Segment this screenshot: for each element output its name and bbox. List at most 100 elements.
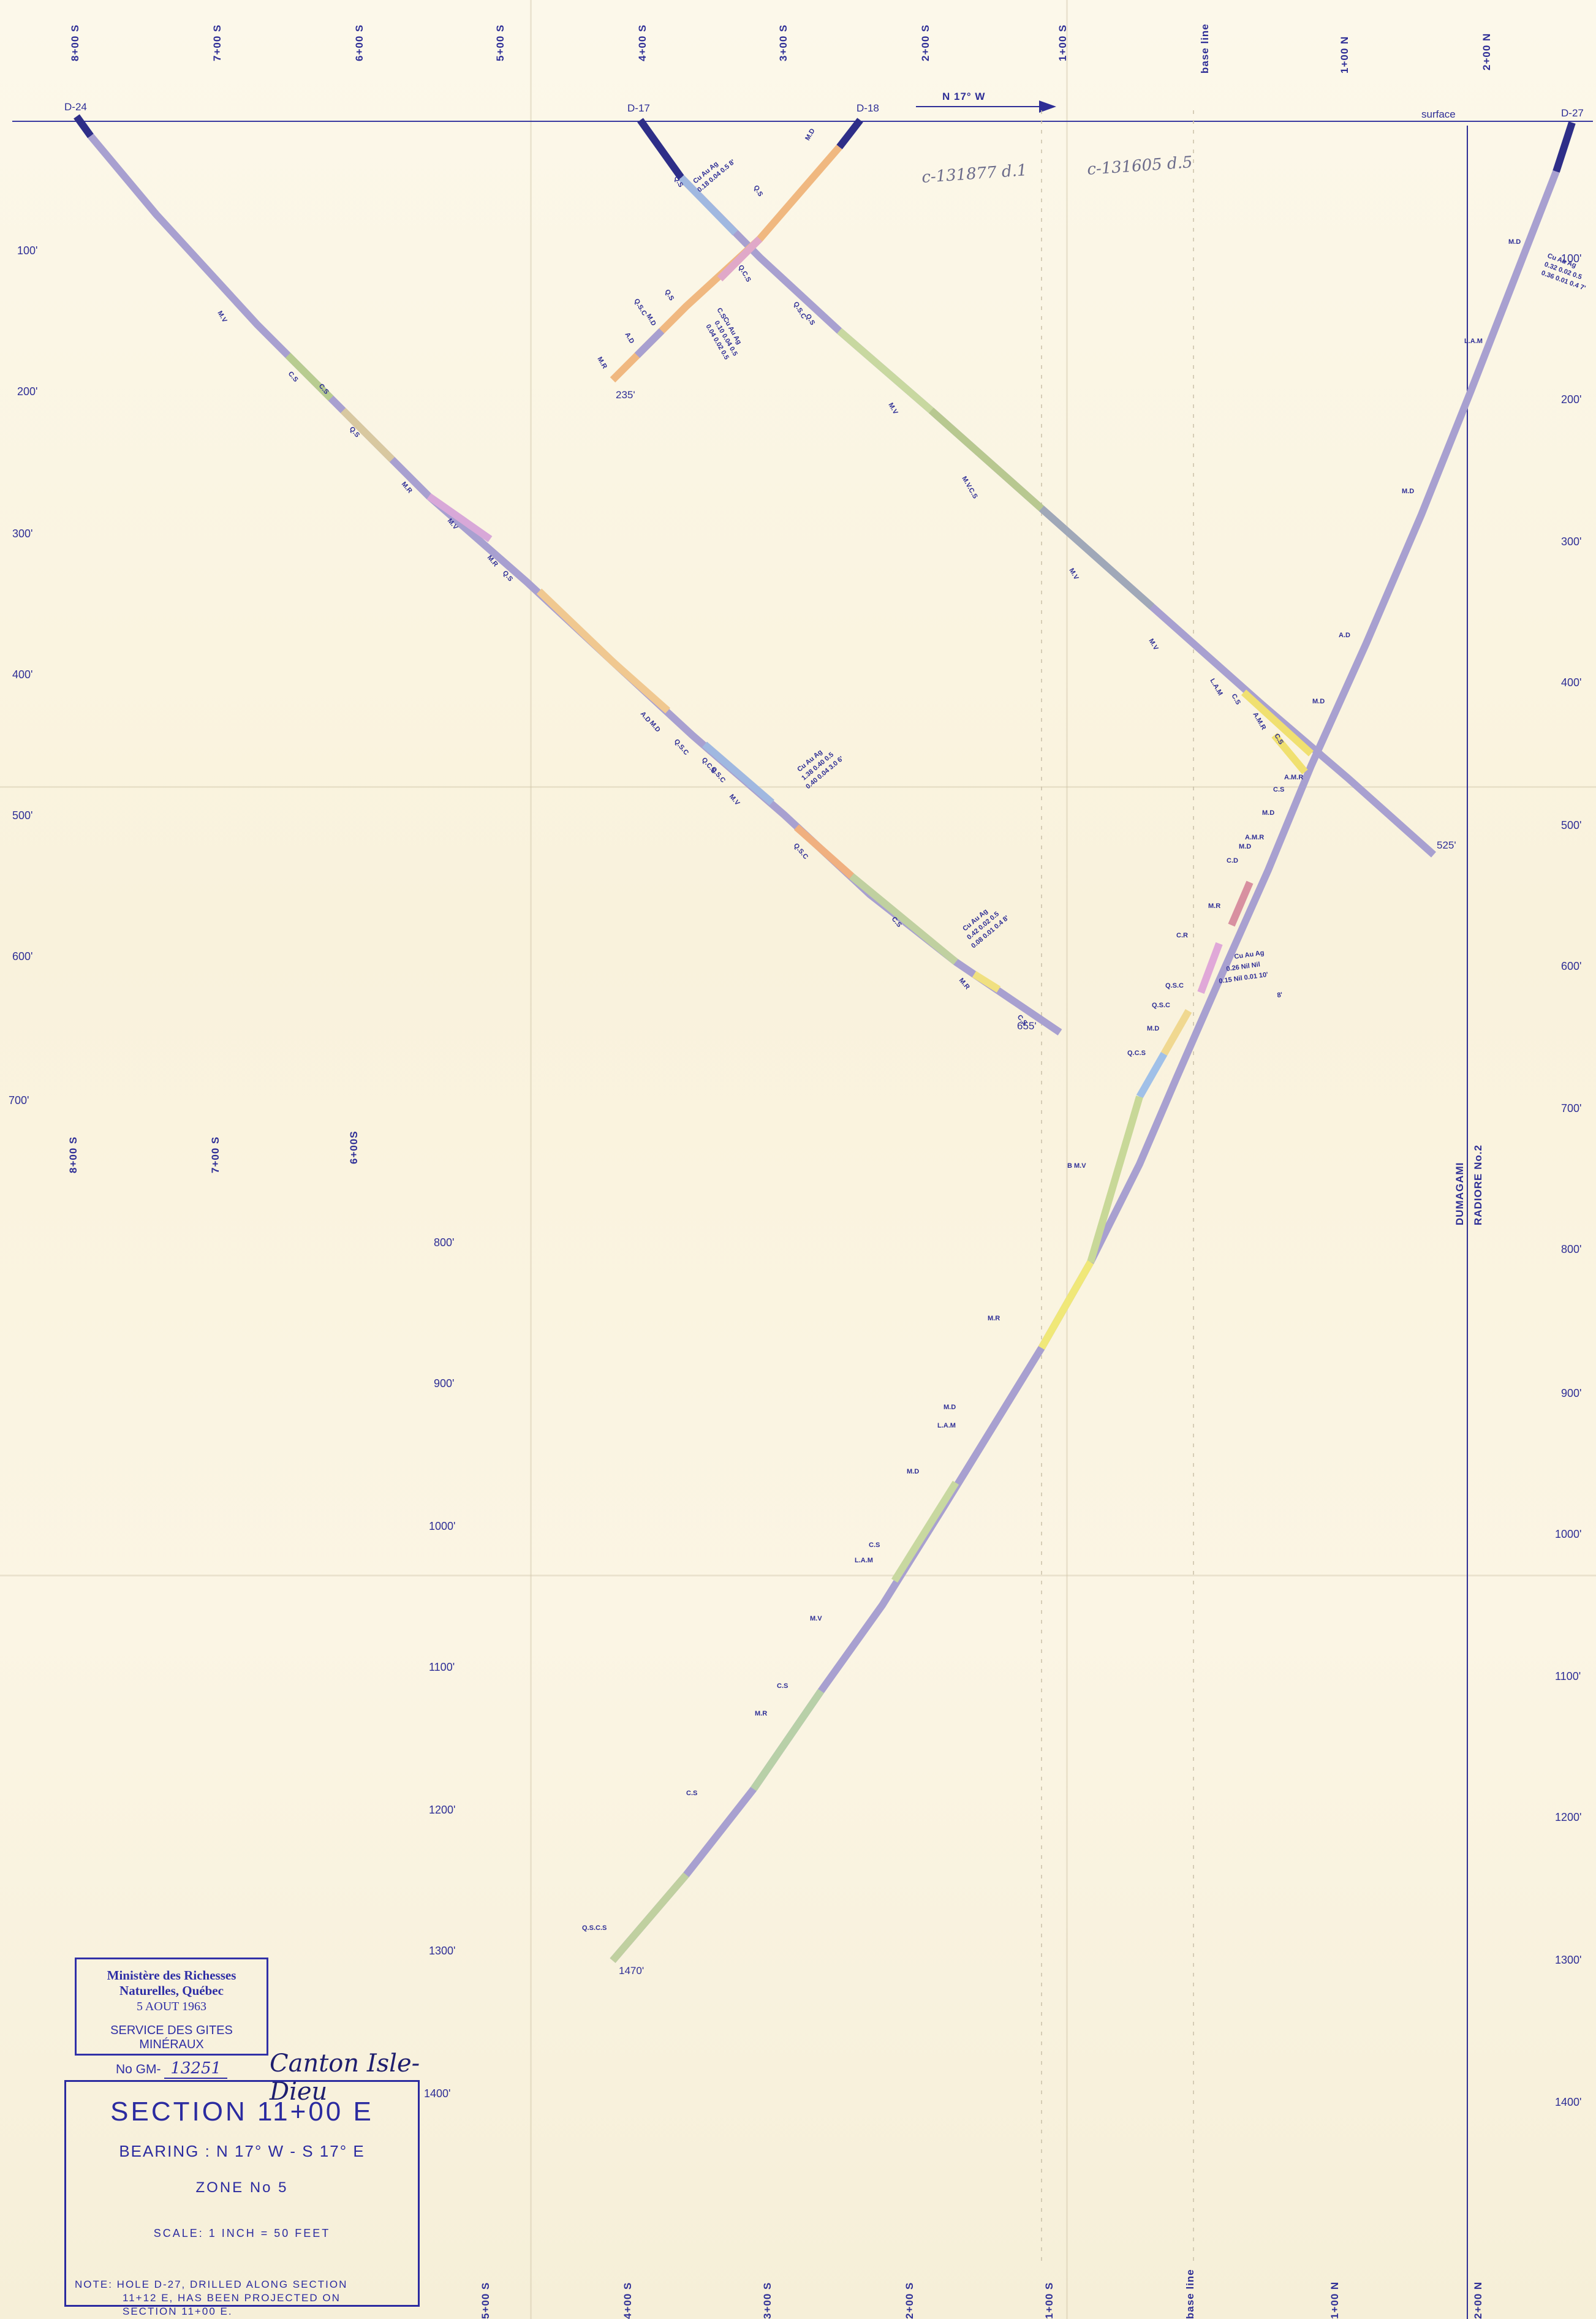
geology-code: M.V xyxy=(1067,567,1080,582)
grid-label: 7+00 S xyxy=(210,1137,221,1173)
geology-code: M.V xyxy=(887,402,899,417)
title-block: SECTION 11+00 E BEARING : N 17° W - S 17… xyxy=(64,2080,420,2317)
stamp-number-value: 13251 xyxy=(164,2059,228,2079)
geology-code: Q.S.C.S xyxy=(582,1924,607,1932)
geology-code: C.S xyxy=(1273,786,1284,793)
geology-code: A.D xyxy=(623,331,635,345)
geology-code: Q.S.C xyxy=(673,738,690,757)
grid-labels-bottom: 5+00 S 4+00 S 3+00 S 2+00 S 1+00 S base … xyxy=(480,2269,1484,2319)
assay-annotation: Cu Au Ag 1.38 0.40 0.5 0.40 0.04 3.0 6' xyxy=(796,748,845,790)
stamp-number-prefix: No GM- xyxy=(115,2062,161,2076)
grid-label: 4+00 S xyxy=(637,25,648,61)
drill-hole-d18: D-18 235' xyxy=(610,102,879,401)
hole-label: D-27 xyxy=(1561,107,1584,119)
geology-code: C.D xyxy=(1227,857,1238,864)
depth-labels-right: 100' 200' 300' 400' 500' 600' 700' 800' … xyxy=(1555,252,1581,2108)
depth-label: 1100' xyxy=(429,1661,455,1673)
ministry-stamp: Ministère des Richesses Naturelles, Québ… xyxy=(75,1958,268,2079)
geology-code: M.D xyxy=(1312,698,1325,705)
grid-label: 6+00S xyxy=(348,1130,360,1164)
note-line: 11+12 E, HAS BEEN PROJECTED ON xyxy=(123,2292,341,2304)
geology-code: L.A.M xyxy=(1464,338,1483,345)
handwritten-signature: Canton Isle-Dieu xyxy=(270,2049,420,2106)
geology-code: M.R xyxy=(755,1710,767,1717)
grid-label: 8+00 S xyxy=(69,25,81,61)
geology-code: A.M.R xyxy=(1284,774,1303,781)
hole-label: D-17 xyxy=(627,102,650,114)
section-title: SECTION 11+00 E xyxy=(110,2097,374,2127)
depth-label: 400' xyxy=(1561,676,1581,689)
grid-label: 3+00 S xyxy=(762,2282,773,2319)
geology-code: Q.S.C xyxy=(1152,1002,1170,1009)
depth-label: 1400' xyxy=(424,2087,450,2100)
geology-code: C.R xyxy=(1176,932,1188,939)
grid-label: 2+00 N xyxy=(1472,2282,1484,2319)
depth-label: 800' xyxy=(434,1236,454,1249)
geology-code: M.V.C.S xyxy=(960,475,978,501)
handwritten-note: c-131605 d.5 xyxy=(1086,153,1193,179)
note-line: NOTE: HOLE D-27, DRILLED ALONG SECTION xyxy=(75,2279,348,2290)
hole-label: D-24 xyxy=(64,101,87,113)
geology-code: M.R xyxy=(988,1315,1000,1322)
grid-label: 1+00 S xyxy=(1057,25,1068,61)
grid-label: 5+00 S xyxy=(480,2282,491,2319)
geology-code: L.A.M xyxy=(937,1422,956,1429)
geology-code: Q.S xyxy=(752,184,764,198)
geology-code: M.D xyxy=(1147,1025,1159,1032)
geology-code: A.D xyxy=(1339,632,1350,639)
grid-lines xyxy=(1041,110,1194,2267)
zone-text: ZONE No 5 xyxy=(195,2179,289,2196)
grid-label: 1+00 S xyxy=(1043,2282,1055,2319)
geology-code: M.V xyxy=(1147,638,1160,653)
hole-label: D-18 xyxy=(857,102,879,114)
geology-code: L.A.M xyxy=(855,1557,873,1564)
geology-code: B M.V xyxy=(1067,1162,1086,1170)
drill-hole-d27: D-27 1470' xyxy=(610,107,1584,1977)
drill-hole-d24: D-24 655' xyxy=(64,101,1062,1035)
stamp-date: 5 AOUT 1963 xyxy=(136,2000,207,2013)
assay-annotation: Cu Au Ag 0.42 0.02 0.5 0.08 0.01 0.4 8' xyxy=(961,907,1010,950)
hole-end-depth: 235' xyxy=(616,389,635,401)
bearing-text: BEARING : N 17° W - S 17° E xyxy=(119,2142,365,2160)
grid-labels-mid: 8+00 S 7+00 S 6+00S xyxy=(67,1130,360,1173)
hole-end-depth: 1470' xyxy=(619,1965,644,1977)
grid-label: 8+00 S xyxy=(67,1137,79,1173)
grid-label: 1+00 N xyxy=(1329,2282,1341,2319)
depth-label: 1200' xyxy=(429,1804,455,1816)
assay-line: Cu Au Ag xyxy=(1234,949,1265,961)
geology-code: Q.C.S xyxy=(736,264,752,284)
geology-code: C.S xyxy=(686,1790,697,1797)
geology-code: Q.S.C xyxy=(1165,982,1184,989)
depth-label: 300' xyxy=(12,528,32,540)
geology-code: C.S xyxy=(869,1542,880,1549)
paper-fold xyxy=(0,786,1596,788)
geology-code: M.D xyxy=(1239,843,1251,850)
radiore-label: RADIORE No.2 xyxy=(1472,1144,1484,1225)
grid-labels-top: 8+00 S 7+00 S 6+00 S 5+00 S 4+00 S 3+00 … xyxy=(69,23,1492,74)
grid-label: 7+00 S xyxy=(211,25,223,61)
assay-annotation: Cu Au Ag 0.10 0.04 0.5 0.04 0.02 0.5 xyxy=(704,316,743,361)
grid-label: 6+00 S xyxy=(354,25,365,61)
geology-code: M.V xyxy=(810,1615,822,1622)
geology-code: M.R xyxy=(958,977,971,991)
grid-label: 1+00 N xyxy=(1339,36,1350,74)
geology-code: C.S xyxy=(1230,693,1242,706)
depth-labels-center: 800' 900' 1000' 1100' 1200' 1300' 1400' xyxy=(424,1236,455,2100)
depth-label: 1000' xyxy=(1555,1528,1581,1540)
geology-code: Q.C.S xyxy=(1127,1050,1146,1057)
bearing-arrow-label: N 17° W xyxy=(942,91,985,102)
geology-code: Q.S xyxy=(804,313,816,327)
paper-fold xyxy=(1066,0,1068,2319)
geology-code: M.D xyxy=(804,127,817,142)
assay-line: 8' xyxy=(1277,991,1284,999)
note-text: NOTE: HOLE D-27, DRILLED ALONG SECTION 1… xyxy=(75,2278,418,2318)
stamp-number: No GM- 13251 xyxy=(77,2059,267,2079)
grid-label: 5+00 S xyxy=(494,25,506,61)
stamp-service: SERVICE DES GITES MINÉRAUX xyxy=(110,2024,233,2051)
geology-codes-d27: M.D L.A.M M.D A.D M.D A.M.R C.S M.D A.M.… xyxy=(582,238,1521,1932)
geology-code: C.S xyxy=(777,1682,788,1690)
depth-label: 1100' xyxy=(1555,1670,1581,1682)
hole-end-depth: 655' xyxy=(1017,1020,1037,1032)
